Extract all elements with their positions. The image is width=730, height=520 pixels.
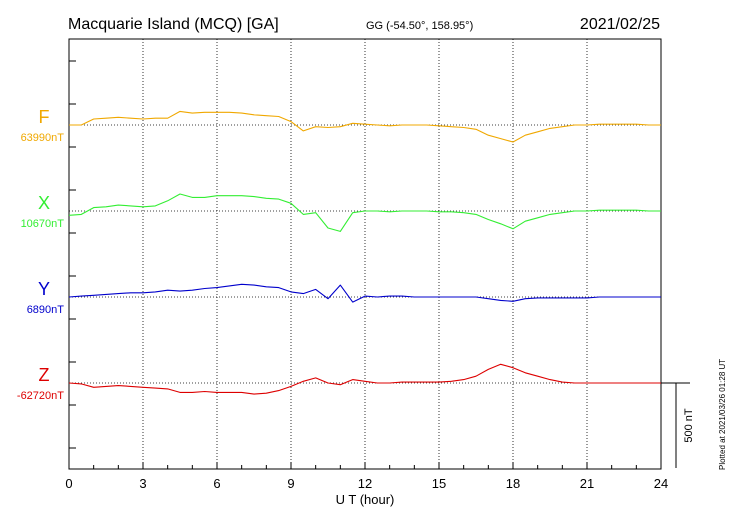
- chart-date: 2021/02/25: [580, 16, 660, 33]
- baseline-layer: [69, 124, 661, 384]
- x-tick-label: 3: [139, 476, 146, 491]
- series-line-y: [68, 283, 661, 303]
- series-name-x: X: [38, 193, 50, 213]
- label-layer: F 63990nT X 10670nT Y 6890nT Z -62720nT: [17, 107, 64, 402]
- series-line-z: [68, 363, 661, 395]
- x-tick-label: 21: [580, 476, 594, 491]
- series-baseline-y: 6890nT: [27, 304, 65, 316]
- x-axis-label: U T (hour): [336, 492, 395, 507]
- plot-frame: [68, 38, 662, 470]
- series-line-x: [68, 193, 661, 232]
- x-tick-label: 24: [654, 476, 668, 491]
- x-tick-label: 12: [358, 476, 372, 491]
- series-line-f: [69, 110, 661, 143]
- series-baseline-f: 63990nT: [21, 132, 65, 144]
- series-name-f: F: [39, 107, 50, 127]
- x-tick-label: 9: [287, 476, 294, 491]
- tick-layer: 0 3 6 9 12 15 18 21 24: [65, 60, 668, 491]
- chart-subtitle: GG (-54.50°, 158.95°): [366, 20, 473, 32]
- scale-bar-label: 500 nT: [683, 408, 695, 443]
- x-tick-label: 6: [213, 476, 220, 491]
- series-baseline-x: 10670nT: [21, 218, 65, 230]
- scale-bar: 500 nT: [661, 382, 695, 468]
- grid-layer: [142, 39, 588, 469]
- series-baseline-z: -62720nT: [17, 390, 64, 402]
- series-name-z: Z: [39, 365, 50, 385]
- x-tick-label: 0: [65, 476, 72, 491]
- chart-title: Macquarie Island (MCQ) [GA]: [68, 16, 279, 33]
- series-name-y: Y: [38, 279, 50, 299]
- x-tick-label: 18: [506, 476, 520, 491]
- plotted-note: Plotted at 2021/03/26 01:28 UT: [718, 359, 727, 470]
- series-layer: [68, 110, 661, 395]
- x-tick-label: 15: [432, 476, 446, 491]
